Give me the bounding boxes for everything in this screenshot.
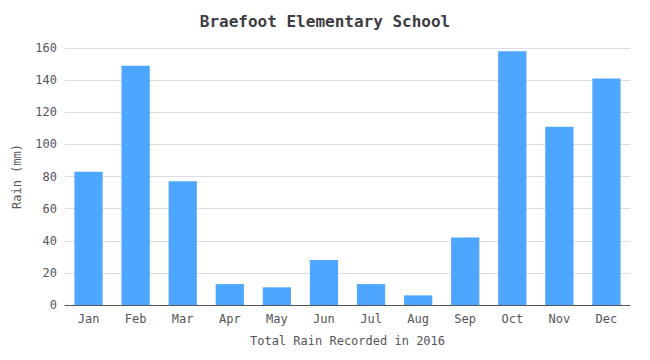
svg-text:0: 0 xyxy=(50,298,57,312)
svg-text:40: 40 xyxy=(43,234,57,248)
svg-text:Oct: Oct xyxy=(501,312,523,326)
svg-text:Jul: Jul xyxy=(360,312,382,326)
svg-text:Nov: Nov xyxy=(549,312,571,326)
svg-text:Sep: Sep xyxy=(454,312,476,326)
svg-text:Jun: Jun xyxy=(313,312,335,326)
svg-text:Rain (mm): Rain (mm) xyxy=(10,144,24,209)
svg-text:Jan: Jan xyxy=(78,312,100,326)
svg-text:120: 120 xyxy=(35,105,57,119)
svg-text:Feb: Feb xyxy=(125,312,147,326)
svg-text:80: 80 xyxy=(43,170,57,184)
svg-text:May: May xyxy=(266,312,288,326)
svg-text:160: 160 xyxy=(35,41,57,55)
svg-text:Braefoot Elementary School: Braefoot Elementary School xyxy=(200,12,450,31)
svg-text:140: 140 xyxy=(35,73,57,87)
svg-text:Apr: Apr xyxy=(219,312,241,326)
svg-text:Dec: Dec xyxy=(596,312,618,326)
svg-text:60: 60 xyxy=(43,202,57,216)
svg-text:Total Rain Recorded in 2016: Total Rain Recorded in 2016 xyxy=(250,334,445,348)
svg-text:Aug: Aug xyxy=(407,312,429,326)
svg-text:Mar: Mar xyxy=(172,312,194,326)
svg-text:100: 100 xyxy=(35,137,57,151)
svg-text:20: 20 xyxy=(43,266,57,280)
